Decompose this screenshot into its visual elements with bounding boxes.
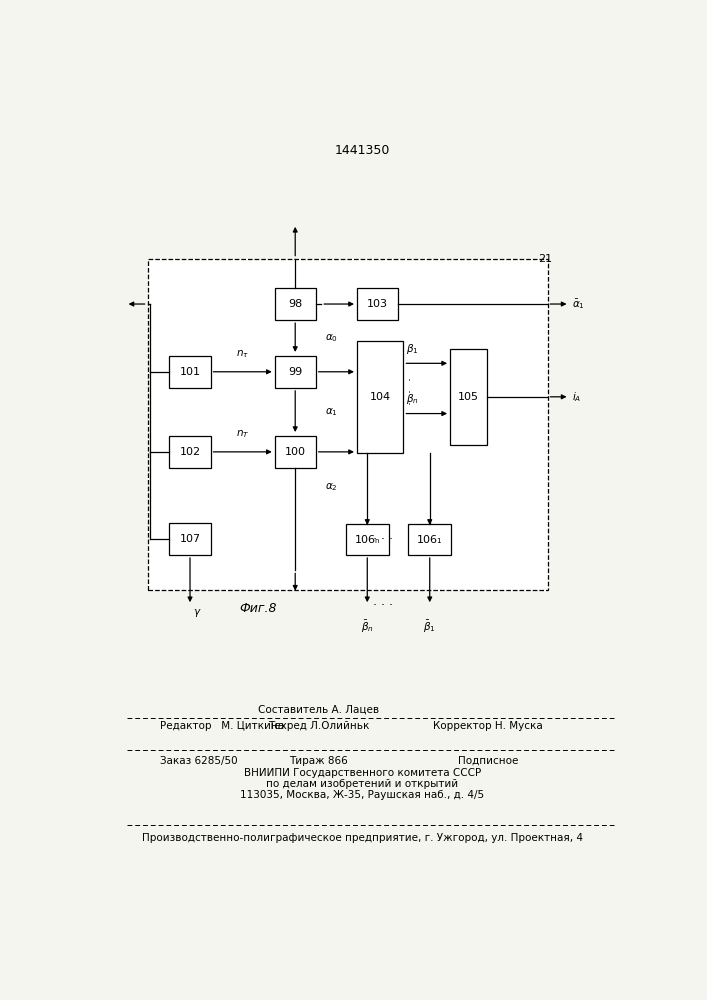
Text: 106ₙ: 106ₙ bbox=[354, 535, 380, 545]
Bar bbox=[357, 341, 404, 453]
Text: $i_A$: $i_A$ bbox=[572, 390, 582, 404]
Text: 113035, Москва, Ж-35, Раушская наб., д. 4/5: 113035, Москва, Ж-35, Раушская наб., д. … bbox=[240, 790, 484, 800]
Bar bbox=[170, 356, 211, 388]
Text: 106₁: 106₁ bbox=[417, 535, 443, 545]
Bar bbox=[357, 288, 398, 320]
Text: 99: 99 bbox=[288, 367, 303, 377]
Text: Фиг.8: Фиг.8 bbox=[240, 602, 277, 615]
Text: $\beta_1$: $\beta_1$ bbox=[407, 342, 419, 356]
Text: 98: 98 bbox=[288, 299, 303, 309]
Bar bbox=[170, 523, 211, 555]
Text: Подписное: Подписное bbox=[458, 756, 518, 766]
Text: Составитель А. Лацев: Составитель А. Лацев bbox=[258, 704, 379, 714]
Text: Корректор Н. Муска: Корректор Н. Муска bbox=[433, 721, 543, 731]
Text: 101: 101 bbox=[180, 367, 201, 377]
Text: . . .: . . . bbox=[373, 529, 392, 542]
Text: Редактор   М. Циткина: Редактор М. Циткина bbox=[160, 721, 284, 731]
Bar bbox=[148, 259, 547, 590]
Text: $\bar{\beta}_n$: $\bar{\beta}_n$ bbox=[361, 619, 374, 635]
Bar bbox=[275, 436, 316, 468]
Text: Заказ 6285/50: Заказ 6285/50 bbox=[160, 756, 238, 766]
Text: $\bar{\beta}_1$: $\bar{\beta}_1$ bbox=[423, 619, 436, 635]
Text: ·  ·  ·: · · · bbox=[405, 377, 418, 405]
Text: $\alpha_1$: $\alpha_1$ bbox=[325, 406, 338, 418]
Bar bbox=[275, 288, 316, 320]
Bar bbox=[450, 349, 487, 445]
Text: 21: 21 bbox=[538, 254, 551, 264]
Text: $n_T$: $n_T$ bbox=[236, 429, 250, 440]
Text: $\gamma$: $\gamma$ bbox=[193, 607, 201, 619]
Text: по делам изобретений и открытий: по делам изобретений и открытий bbox=[267, 779, 458, 789]
Text: Техред Л.Олийньк: Техред Л.Олийньк bbox=[268, 721, 369, 731]
Text: . . .: . . . bbox=[373, 595, 392, 608]
Text: 107: 107 bbox=[180, 534, 201, 544]
Text: ВНИИПИ Государственного комитета СССР: ВНИИПИ Государственного комитета СССР bbox=[244, 768, 481, 778]
Text: 103: 103 bbox=[367, 299, 388, 309]
Text: $n_\tau$: $n_\tau$ bbox=[236, 348, 249, 360]
Bar bbox=[275, 356, 316, 388]
Text: 105: 105 bbox=[458, 392, 479, 402]
Bar bbox=[409, 524, 451, 555]
Bar bbox=[170, 436, 211, 468]
Text: 104: 104 bbox=[370, 392, 391, 402]
Text: $\bar{\alpha}_1$: $\bar{\alpha}_1$ bbox=[572, 297, 585, 311]
Text: Тираж 866: Тираж 866 bbox=[289, 756, 348, 766]
Text: 102: 102 bbox=[180, 447, 201, 457]
Text: 100: 100 bbox=[285, 447, 305, 457]
Text: Производственно-полиграфическое предприятие, г. Ужгород, ул. Проектная, 4: Производственно-полиграфическое предприя… bbox=[142, 833, 583, 843]
Text: $\alpha_2$: $\alpha_2$ bbox=[325, 481, 338, 493]
Text: $\alpha_0$: $\alpha_0$ bbox=[325, 332, 339, 344]
Bar bbox=[346, 524, 389, 555]
Text: $\beta_n$: $\beta_n$ bbox=[407, 392, 419, 406]
Text: 1441350: 1441350 bbox=[334, 144, 390, 157]
